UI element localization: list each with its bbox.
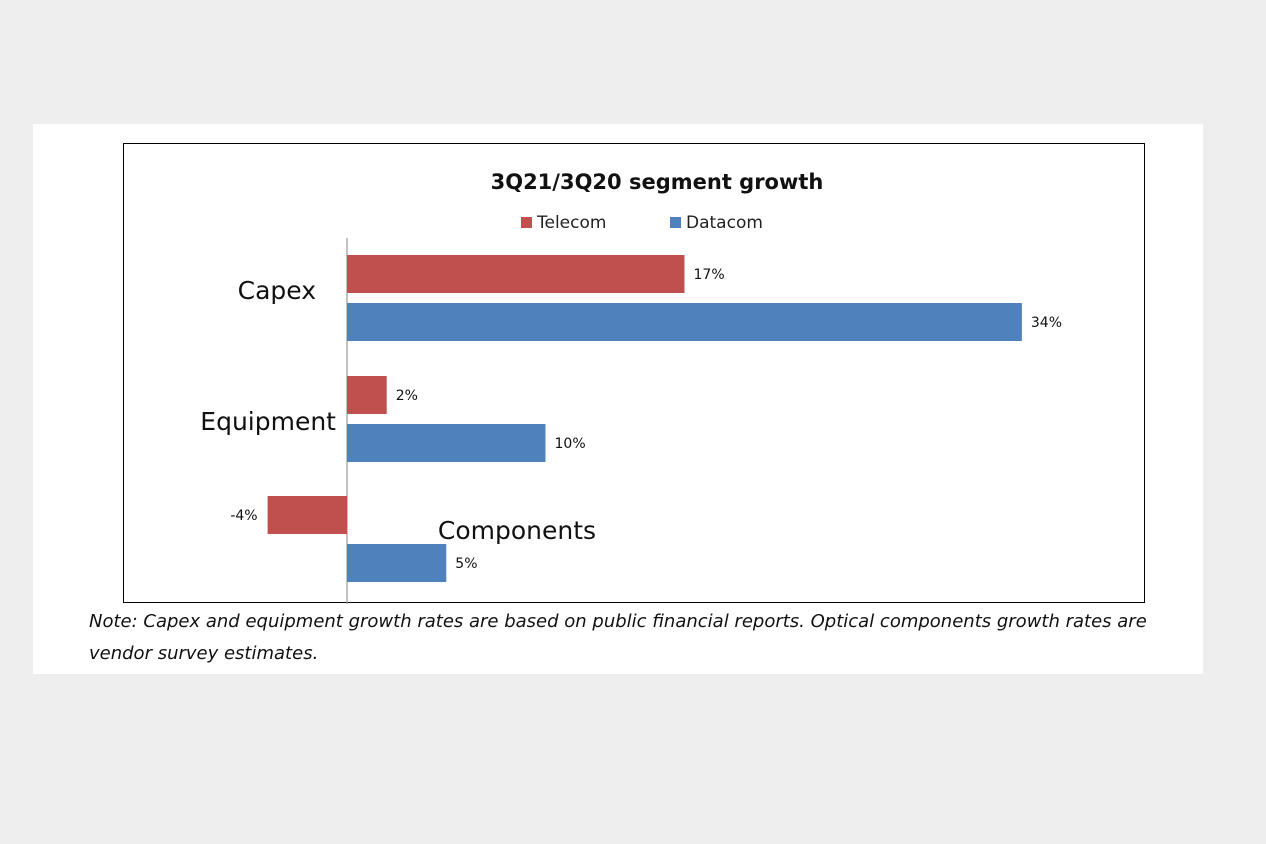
bar-telecom-components [267,496,347,534]
chart-title: 3Q21/3Q20 segment growth [491,170,824,194]
chart-svg: 3Q21/3Q20 segment growth Telecom Datacom… [200,170,1062,604]
legend-label-telecom: Telecom [536,213,606,233]
value-label-datacom-equipment: 10% [555,436,586,452]
value-label-telecom-capex: 17% [694,267,725,283]
category-label-equipment: Equipment [200,407,336,436]
legend-swatch-telecom [521,217,532,228]
category-label-components: Components [438,516,596,545]
bar-telecom-capex [347,255,685,293]
bars-group [267,255,1022,582]
value-label-telecom-components: -4% [230,508,257,524]
chart-frame: 3Q21/3Q20 segment growth Telecom Datacom… [123,143,1145,604]
legend-swatch-datacom [670,217,681,228]
category-label-capex: Capex [238,276,316,305]
bar-datacom-capex [347,303,1022,341]
value-label-datacom-capex: 34% [1031,315,1062,331]
legend-label-datacom: Datacom [686,213,763,233]
value-label-telecom-equipment: 2% [396,388,418,404]
legend: Telecom Datacom [521,213,763,233]
value-label-datacom-components: 5% [455,556,477,572]
value-labels-group: 17% 2% -4% 34% 10% 5% [230,267,1062,572]
bar-datacom-equipment [347,424,546,462]
bar-telecom-equipment [347,376,387,414]
footnote: Note: Capex and equipment growth rates a… [89,611,1147,664]
bar-datacom-components [347,544,447,582]
